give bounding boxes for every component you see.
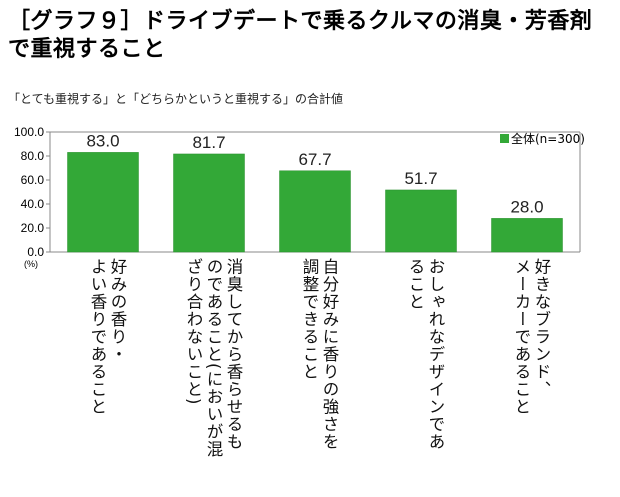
bar-value-label: 81.7 bbox=[192, 133, 225, 152]
y-tick-label: 40.0 bbox=[21, 197, 45, 211]
chart-subtitle: 「とても重視する」と「どちらかというと重視する」の合計値 bbox=[8, 92, 344, 106]
bar-1 bbox=[67, 152, 139, 253]
bar-4 bbox=[385, 189, 457, 253]
bar-value-label: 51.7 bbox=[404, 169, 437, 188]
category-label: 好きなブランド、 メーカーであること bbox=[512, 258, 551, 416]
bar-value-label: 67.7 bbox=[298, 150, 331, 169]
bar-value-label: 28.0 bbox=[510, 197, 543, 216]
y-axis-ticks: 0.0 20.0 40.0 60.0 80.0 100.0 (%) bbox=[14, 125, 50, 269]
chart-title: ［グラフ９］ドライブデートで乗るクルマの消臭・芳香剤で重視すること bbox=[8, 9, 593, 62]
legend-swatch bbox=[500, 134, 509, 143]
bar-5 bbox=[491, 218, 563, 253]
bar-3 bbox=[279, 170, 351, 253]
bar-value-label: 83.0 bbox=[86, 131, 119, 150]
bar-2 bbox=[173, 153, 245, 253]
category-label: 自分好みに香りの強さを 調整できること bbox=[300, 258, 339, 451]
category-label: おしゃれなデザインであ ること bbox=[406, 258, 445, 451]
y-tick-label: 100.0 bbox=[14, 125, 44, 139]
value-labels: 83.0 81.7 67.7 51.7 28.0 bbox=[86, 131, 543, 216]
legend-label: 全体(n=300) bbox=[511, 131, 585, 146]
legend: 全体(n=300) bbox=[500, 131, 585, 146]
bar-series bbox=[67, 152, 563, 253]
category-label: 消臭してから香らせるも のであること(においが混 ざり合わないこと) bbox=[184, 258, 243, 458]
y-tick-label: 0.0 bbox=[27, 245, 44, 259]
y-axis-unit: (%) bbox=[24, 259, 38, 269]
y-tick-label: 60.0 bbox=[21, 173, 45, 187]
category-label: 好みの香り・ よい香りであること bbox=[88, 258, 127, 416]
y-tick-label: 20.0 bbox=[21, 221, 45, 235]
y-tick-label: 80.0 bbox=[21, 149, 45, 163]
